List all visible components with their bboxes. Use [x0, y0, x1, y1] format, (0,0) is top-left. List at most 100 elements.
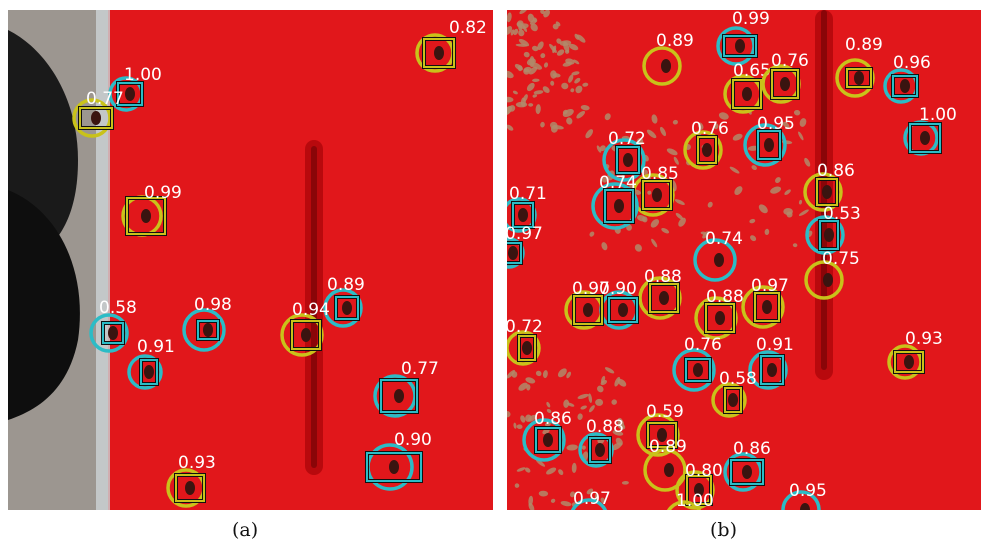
confidence-score-label: 0.86 [817, 161, 855, 181]
debris-particle [577, 393, 589, 399]
debris-particle [516, 424, 523, 430]
confidence-score-label: 0.80 [685, 461, 723, 481]
confidence-score-label: 0.58 [719, 369, 757, 389]
debris-particle [527, 13, 535, 23]
debris-particle [513, 422, 517, 429]
debris-particle [507, 105, 512, 115]
cyan-bbox [604, 189, 634, 223]
debris-particle [515, 101, 528, 108]
confidence-score-label: 0.97 [572, 279, 610, 299]
debris-particle [611, 399, 617, 405]
debris-particle [523, 51, 530, 58]
panel-b-detection: 0.85 [631, 164, 679, 217]
debris-particle [678, 217, 686, 227]
cyan-bbox [335, 296, 359, 320]
cyan-bbox [685, 358, 711, 382]
debris-particle [528, 502, 535, 510]
cyan-detection-ring [182, 308, 226, 352]
cyan-bbox [117, 82, 143, 106]
debris-particle [542, 86, 550, 93]
insect-mark [715, 311, 725, 325]
debris-particle [507, 410, 511, 418]
insect-mark [904, 355, 914, 369]
cyan-bbox [140, 359, 158, 385]
confidence-score-label: 0.90 [599, 279, 637, 299]
insect-mark [144, 365, 154, 379]
panel-b-detection: 0.95 [781, 481, 827, 510]
confidence-score-label: 0.58 [99, 298, 137, 318]
debris-particle [543, 62, 549, 68]
cyan-detection-ring [89, 313, 129, 353]
debris-particle [529, 56, 535, 68]
panel-a-detection: 0.77 [72, 89, 124, 138]
debris-particle [614, 376, 621, 387]
confidence-score-label: 0.88 [706, 287, 744, 307]
debris-particle [604, 367, 615, 374]
debris-particle [527, 414, 537, 422]
cyan-bbox [730, 459, 764, 485]
debris-particle [798, 131, 804, 141]
confidence-score-label: 0.91 [756, 335, 794, 355]
panel-b-detection: 0.88 [578, 417, 624, 468]
panel-b-detection: 0.76 [683, 119, 729, 170]
yellow-detection-ring [666, 500, 702, 510]
yellow-bbox [846, 68, 872, 88]
cyan-bbox [380, 379, 418, 413]
confidence-score-label: 0.95 [757, 114, 795, 134]
debris-particle [580, 405, 587, 410]
debris-particle [751, 165, 757, 171]
insect-mark [618, 303, 628, 317]
panel-b-detection: 0.76 [672, 335, 722, 392]
debris-particle [600, 380, 607, 386]
dark-object-lower [8, 190, 80, 420]
panel-a-detection: 0.90 [365, 430, 432, 491]
panel-b-detection: 0.75 [804, 249, 860, 300]
confidence-score-label: 0.96 [893, 53, 931, 73]
debris-particle [550, 498, 556, 503]
debris-particle [595, 398, 604, 406]
insect-mark [694, 483, 704, 497]
insect-mark [762, 300, 772, 314]
panel-b-detection: 0.89 [835, 35, 883, 98]
yellow-bbox [771, 69, 799, 99]
debris-particle [599, 145, 606, 152]
debris-particle [573, 59, 580, 65]
debris-particle [804, 157, 811, 167]
panel-a-detection: 0.89 [323, 275, 365, 328]
cyan-bbox [197, 320, 219, 340]
debris-particle [637, 214, 646, 222]
board-groove-inner [311, 146, 317, 468]
insect-mark [702, 143, 712, 157]
confidence-score-label: 0.65 [733, 61, 771, 81]
debris-particle [661, 227, 670, 234]
yellow-bbox [573, 295, 603, 325]
panel-b-detection: 0.53 [805, 204, 861, 255]
panel-b-detection: 0.88 [694, 287, 744, 340]
debris-particle [718, 112, 729, 120]
insect-mark [714, 253, 724, 267]
debris-particle [565, 58, 575, 65]
panel-b-detection: 0.74 [693, 229, 743, 282]
debris-particle [510, 29, 515, 36]
debris-particle [588, 393, 593, 404]
debris-particle [659, 126, 667, 137]
yellow-detection-ring [741, 285, 785, 329]
debris-particle [577, 413, 583, 420]
panel-a-sticky-trap-image: 0.82 1.00 0.77 0.99 0.89 0.58 0.98 0.94 0.91 0.77… [8, 10, 493, 510]
insect-mark [108, 326, 118, 340]
debris-particle [732, 133, 743, 141]
yellow-bbox [518, 335, 536, 361]
debris-particle [634, 244, 642, 252]
debris-particle [542, 370, 548, 379]
confidence-score-label: 0.76 [684, 335, 722, 355]
debris-particle [525, 467, 531, 473]
debris-particle [511, 371, 518, 378]
panel-b-detection: 0.71 [507, 184, 547, 233]
debris-particle [571, 71, 580, 76]
debris-particle [666, 148, 678, 156]
debris-particle [546, 401, 551, 408]
debris-particle [612, 430, 624, 436]
confidence-score-label: 0.89 [649, 437, 687, 457]
debris-particle [647, 190, 652, 195]
debris-particle [526, 82, 535, 92]
